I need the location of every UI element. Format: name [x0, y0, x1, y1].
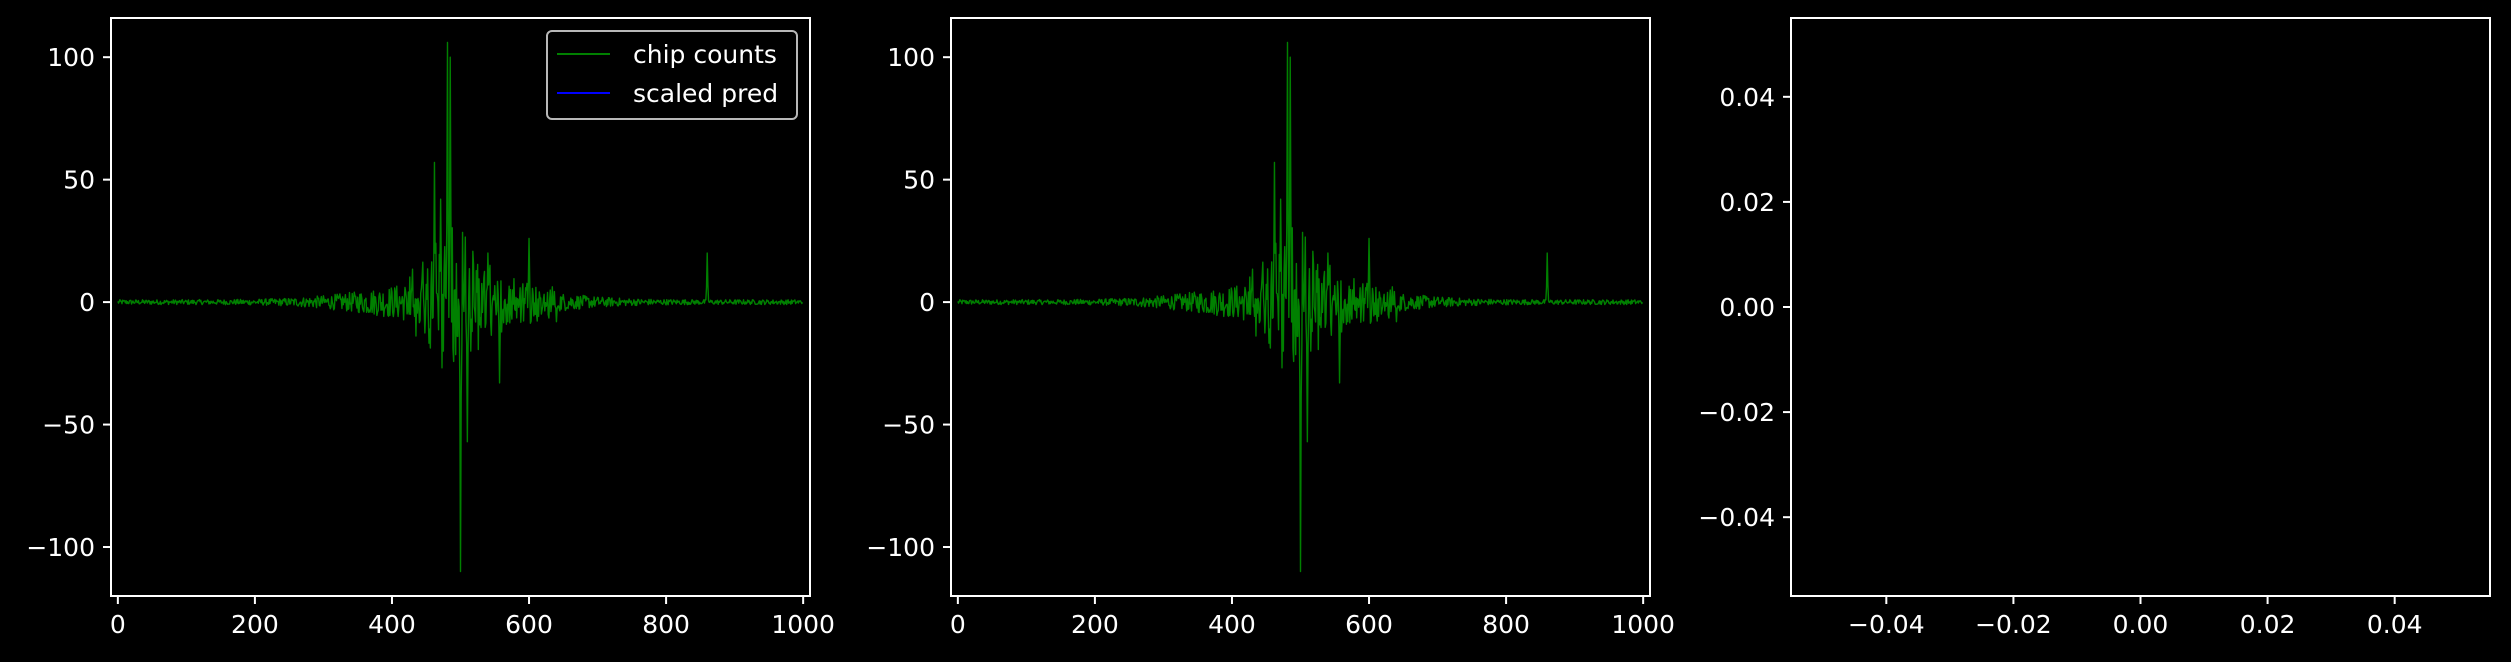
series-layer-1: [117, 41, 804, 573]
y-tick-label: 0.02: [1719, 188, 1775, 217]
y-tick-label: 50: [903, 166, 935, 195]
y-tick-label: 50: [63, 166, 95, 195]
axes-frame-2: [950, 17, 1651, 597]
tick-layer-1: 0 200 400 600 800 1000 100 50 0 −50 −100: [26, 43, 835, 639]
series-layer-2: [957, 41, 1644, 573]
y-tick-label: 100: [887, 43, 935, 72]
y-tick-label: 100: [47, 43, 95, 72]
x-tick-label: 0.04: [2367, 610, 2423, 639]
y-tick-label: 0: [79, 288, 95, 317]
y-tick-label: −0.04: [1698, 503, 1775, 532]
y-tick-label: 0: [919, 288, 935, 317]
y-tick-label: 0.04: [1719, 83, 1775, 112]
x-tick-label: 800: [642, 610, 690, 639]
x-tick-label: 400: [368, 610, 416, 639]
x-tick-label: 0: [950, 610, 966, 639]
chart-panel-1: 0 200 400 600 800 1000 100 50 0 −50 −100 chip coun…: [26, 17, 835, 639]
x-tick-label: −0.04: [1848, 610, 1925, 639]
x-tick-label: 1000: [771, 610, 835, 639]
y-tick-label: −50: [882, 411, 935, 440]
y-tick-label: −0.02: [1698, 398, 1775, 427]
legend-label-chip-counts: chip counts: [633, 40, 777, 69]
series-line-chip-counts: [117, 41, 804, 573]
y-tick-label: −50: [42, 411, 95, 440]
x-tick-label: 400: [1208, 610, 1256, 639]
series-line-chip-counts: [957, 41, 1644, 573]
x-tick-label: 0.00: [2113, 610, 2169, 639]
y-tick-label: −100: [866, 533, 935, 562]
x-tick-label: 600: [505, 610, 553, 639]
x-tick-label: 800: [1482, 610, 1530, 639]
x-tick-label: 1000: [1611, 610, 1675, 639]
legend-label-scaled-pred: scaled pred: [633, 79, 778, 108]
x-tick-label: 0: [110, 610, 126, 639]
tick-layer-2: 0 200 400 600 800 1000 100 50 0 −50 −100: [866, 43, 1675, 639]
chart-panel-2: 0 200 400 600 800 1000 100 50 0 −50 −100: [866, 17, 1675, 639]
tick-layer-3: −0.04 −0.02 0.00 0.02 0.04 0.04 0.02 0.00 −0.02 −…: [1698, 83, 2422, 639]
axes-frame-1: [110, 17, 811, 597]
y-tick-label: 0.00: [1719, 293, 1775, 322]
legend: chip counts scaled pred: [546, 30, 798, 120]
x-tick-label: −0.02: [1975, 610, 2052, 639]
y-tick-label: −100: [26, 533, 95, 562]
x-tick-label: 200: [231, 610, 279, 639]
x-tick-label: 0.02: [2240, 610, 2296, 639]
chart-panel-3: −0.04 −0.02 0.00 0.02 0.04 0.04 0.02 0.00 −0.02 −…: [1698, 17, 2491, 639]
x-tick-label: 600: [1345, 610, 1393, 639]
x-tick-label: 200: [1071, 610, 1119, 639]
